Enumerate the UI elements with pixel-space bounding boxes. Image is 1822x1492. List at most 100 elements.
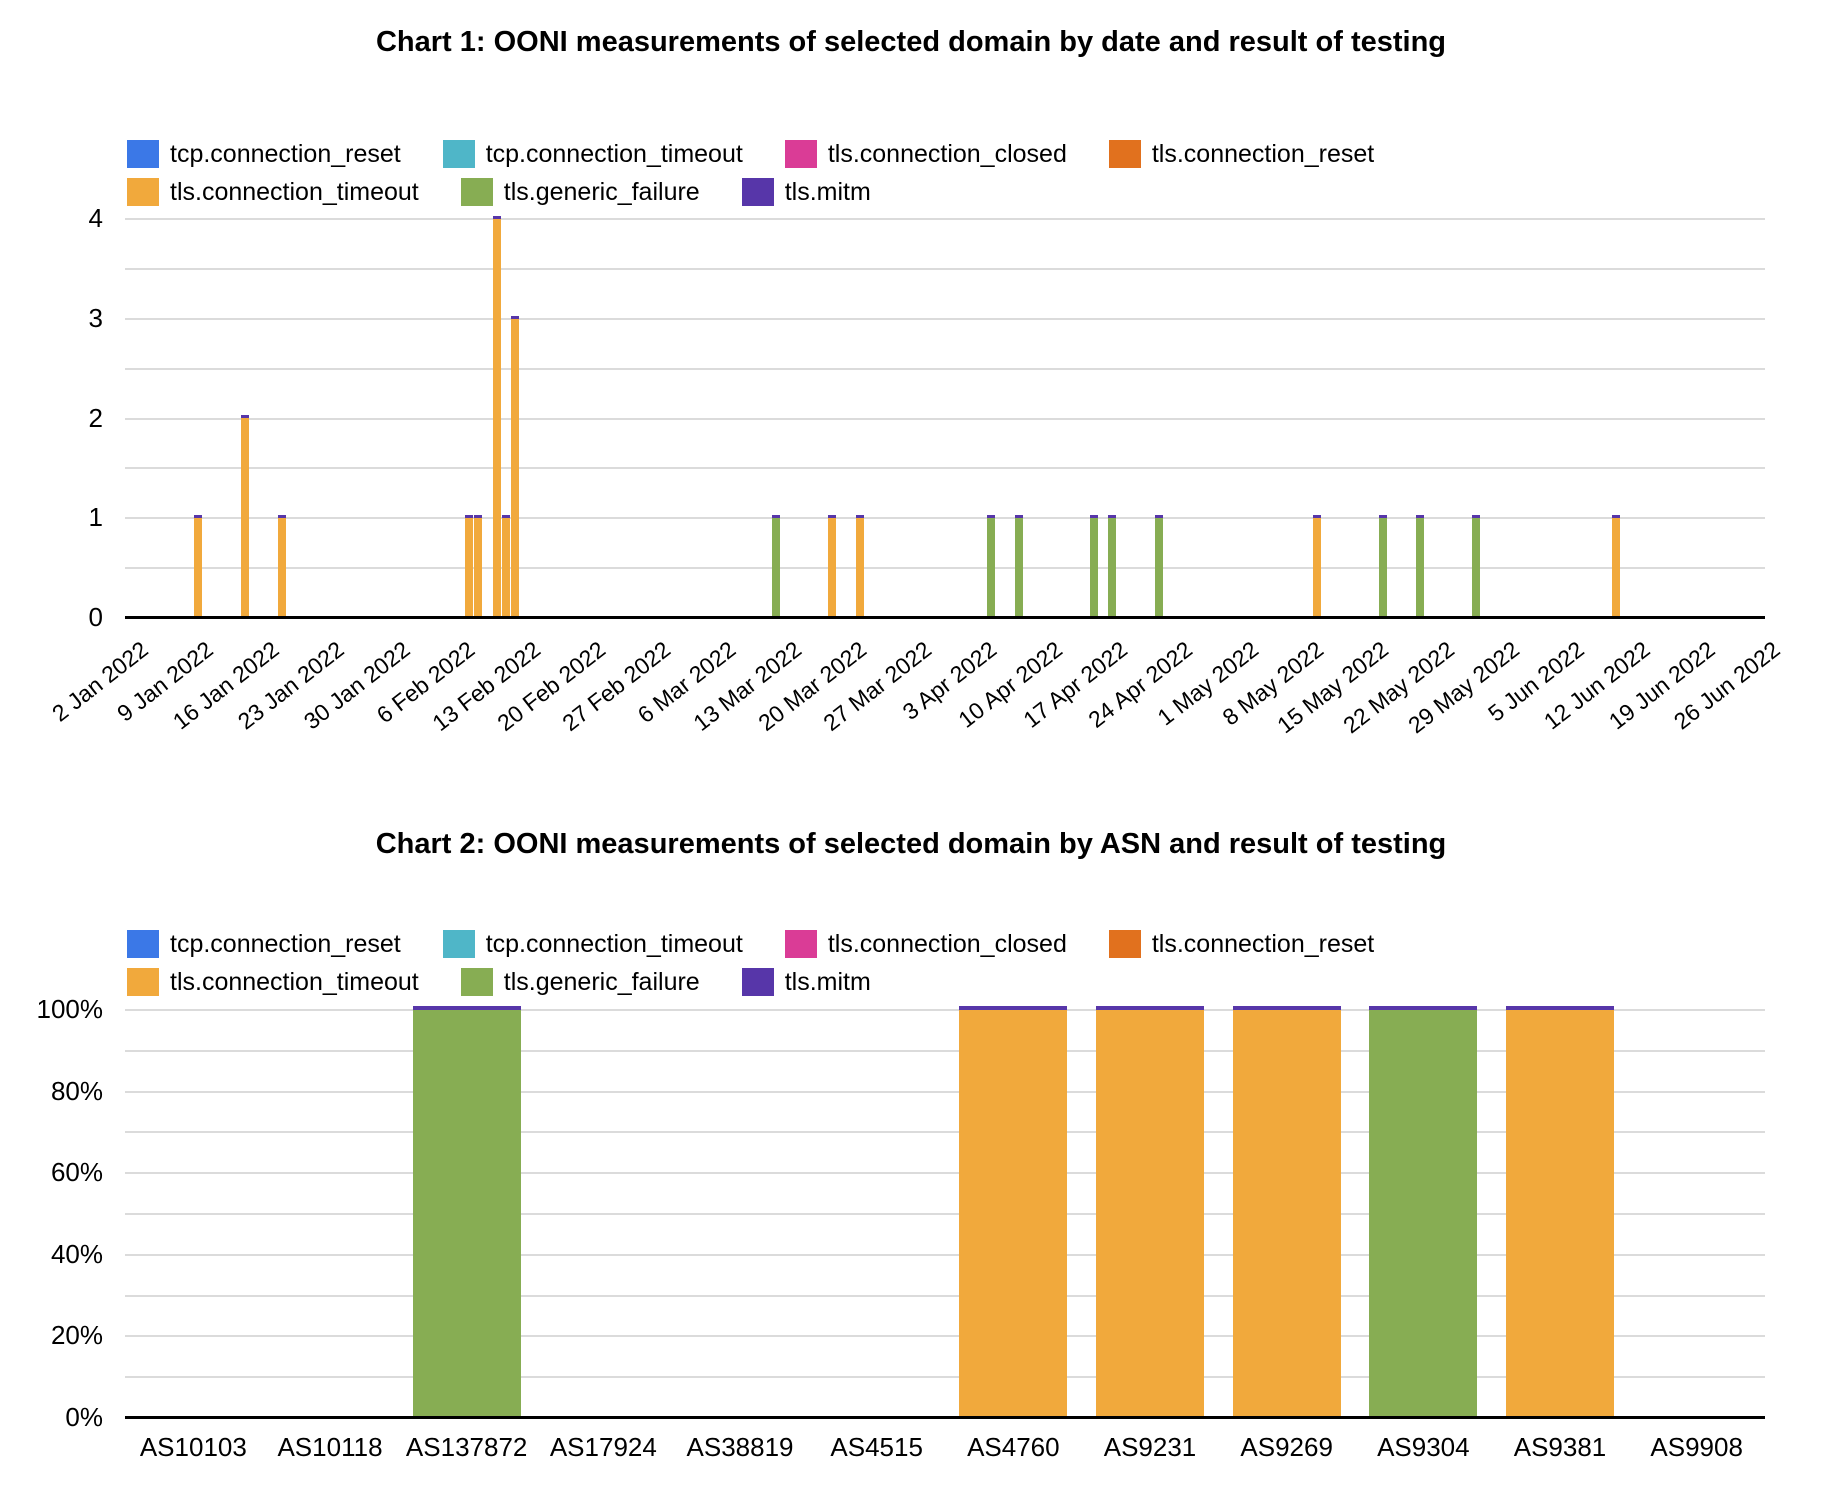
legend-item[interactable]: tls.mitm <box>741 177 871 207</box>
legend-swatch-icon <box>127 178 159 206</box>
bar-segment[interactable] <box>464 518 473 618</box>
y-axis-tick-label: 80% <box>50 1075 103 1106</box>
bar-segment[interactable] <box>502 518 511 618</box>
bar-top-cap <box>1154 515 1163 518</box>
legend-item[interactable]: tls.connection_closed <box>784 139 1067 169</box>
gridline <box>125 1213 1765 1215</box>
bar-top-cap <box>511 316 520 319</box>
legend-series-label: tls.generic_failure <box>503 967 700 996</box>
legend-series-label: tcp.connection_reset <box>170 139 401 168</box>
bar-segment[interactable] <box>1611 518 1620 618</box>
y-axis-tick-label: 20% <box>50 1320 103 1351</box>
legend-swatch-icon <box>127 930 159 958</box>
legend-item[interactable]: tls.connection_timeout <box>127 178 419 207</box>
bar-top-cap <box>492 216 501 219</box>
legend-swatch-icon <box>1108 140 1141 168</box>
bar-top-cap <box>194 515 203 518</box>
bar-segment[interactable] <box>474 518 483 618</box>
legend-item[interactable]: tls.generic_failure <box>460 967 700 997</box>
gridline <box>125 1335 1765 1338</box>
gridline <box>125 1009 1765 1011</box>
x-axis-baseline <box>125 616 1765 619</box>
legend-item[interactable]: tls.connection_closed <box>784 930 1067 959</box>
legend-swatch-icon <box>1108 930 1141 958</box>
legend-item[interactable]: tcp.connection_reset <box>127 140 401 169</box>
bar-segment[interactable] <box>828 518 837 618</box>
bar-top-cap <box>1369 1006 1478 1010</box>
legend-item[interactable]: tls.connection_reset <box>1108 140 1374 169</box>
gridline <box>125 517 1765 520</box>
bar-segment[interactable] <box>1369 1010 1478 1418</box>
y-axis-tick-label: 1 <box>88 502 103 533</box>
bar-top-cap <box>828 515 837 518</box>
bar-segment[interactable] <box>1378 518 1387 618</box>
legend-series-label: tls.connection_reset <box>1151 929 1375 958</box>
gridline <box>125 417 1765 420</box>
bar-top-cap <box>474 515 483 518</box>
legend-item[interactable]: tls.connection_reset <box>1108 929 1375 959</box>
gridline <box>125 317 1765 320</box>
x-axis-category-label: AS4515 <box>830 1432 923 1462</box>
bar-segment[interactable] <box>959 1010 1068 1418</box>
legend-item[interactable]: tcp.connection_timeout <box>442 930 743 959</box>
bar-segment[interactable] <box>1232 1010 1341 1418</box>
bar-segment[interactable] <box>492 219 501 618</box>
bar-top-cap <box>1108 515 1117 518</box>
x-axis-category-label: AS38819 <box>686 1432 794 1462</box>
bar-top-cap <box>1089 515 1098 518</box>
legend-item[interactable]: tls.connection_timeout <box>127 968 419 997</box>
legend-swatch-icon <box>127 140 159 168</box>
legend-series-label: tls.mitm <box>784 177 871 206</box>
gridline <box>125 267 1765 270</box>
y-axis-tick-label: 100% <box>36 994 104 1024</box>
x-axis-category-label: AS9304 <box>1377 1432 1470 1462</box>
legend-item[interactable]: tls.generic_failure <box>460 177 700 207</box>
gridline <box>125 1253 1765 1256</box>
legend-series-label: tls.generic_failure <box>503 177 700 206</box>
legend-item[interactable]: tcp.connection_reset <box>127 930 401 959</box>
bar-segment[interactable] <box>772 518 781 618</box>
gridline <box>125 218 1765 220</box>
chart2-title: Chart 2: OONI measurements of selected d… <box>375 828 1447 860</box>
bar-segment[interactable] <box>1471 518 1480 618</box>
bar-segment[interactable] <box>1506 1010 1614 1418</box>
x-axis-category-label: AS10103 <box>139 1432 247 1462</box>
bar-segment[interactable] <box>194 518 203 618</box>
x-axis-category-label: AS9231 <box>1103 1432 1197 1462</box>
bar-segment[interactable] <box>1415 518 1424 618</box>
bar-top-cap <box>986 515 995 518</box>
y-axis-tick-label: 2 <box>88 402 103 433</box>
bar-segment[interactable] <box>986 518 995 618</box>
bar-segment[interactable] <box>1313 518 1322 618</box>
legend-series-label: tls.mitm <box>784 967 871 996</box>
bar-top-cap <box>412 1006 521 1010</box>
bar-segment[interactable] <box>1096 1010 1204 1418</box>
x-axis-category-label: AS17924 <box>549 1432 657 1462</box>
bar-segment[interactable] <box>1154 518 1163 618</box>
x-axis-baseline <box>125 1416 1765 1419</box>
bar-segment[interactable] <box>1014 518 1023 618</box>
legend-swatch-icon <box>460 178 493 206</box>
bar-segment[interactable] <box>1089 518 1098 618</box>
chart1-title: Chart 1: OONI measurements of selected d… <box>375 26 1446 58</box>
bar-segment[interactable] <box>240 418 249 618</box>
y-axis-tick-label: 0% <box>65 1402 103 1432</box>
y-axis-tick-label: 0 <box>88 602 103 632</box>
legend-swatch-icon <box>741 178 774 206</box>
legend-item[interactable]: tcp.connection_timeout <box>442 140 743 169</box>
legend-series-label: tls.connection_closed <box>827 139 1067 168</box>
bar-top-cap <box>278 515 287 518</box>
bar-top-cap <box>772 515 781 518</box>
legend-item[interactable]: tls.mitm <box>741 967 871 997</box>
bar-segment[interactable] <box>511 319 520 618</box>
bar-segment[interactable] <box>1108 518 1117 618</box>
bar-top-cap <box>1471 515 1480 518</box>
legend-series-label: tls.connection_timeout <box>170 967 419 996</box>
bar-segment[interactable] <box>856 518 865 618</box>
legend-row: tls.connection_timeout tls.generic_failur… <box>127 968 871 996</box>
gridline <box>125 467 1765 470</box>
bar-segment[interactable] <box>412 1010 521 1418</box>
legend-swatch-icon <box>784 140 817 168</box>
bar-segment[interactable] <box>278 518 287 618</box>
